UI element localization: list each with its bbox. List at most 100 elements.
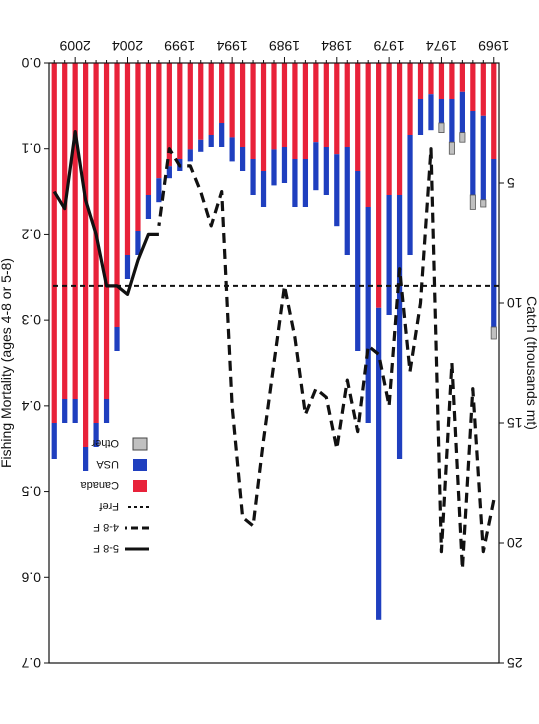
catch-axis-label: Catch (thousands mt) [524, 296, 539, 430]
bar-canada-1977 [407, 63, 413, 135]
legend-label-usa: USA [96, 458, 119, 470]
bar-usa-1974 [438, 99, 445, 123]
bar-canada-1999 [177, 63, 183, 159]
bar-usa-1987 [302, 159, 309, 207]
bar-canada-1982 [355, 63, 361, 171]
legend-label-canada: Canada [80, 479, 119, 491]
mortality-tick-0.4: 0.4 [21, 398, 41, 414]
bar-canada-1970 [480, 63, 486, 116]
catch-tick-20: 20 [507, 535, 523, 551]
legend-label-5-8-f: 5-8 F [93, 542, 119, 554]
lines-layer [49, 129, 499, 571]
legend-swatch-canada [133, 480, 147, 492]
bar-usa-1992 [250, 159, 256, 195]
bar-other-1972 [459, 132, 466, 143]
bar-canada-1998 [187, 63, 193, 150]
bar-canada-1969 [491, 63, 497, 159]
bar-canada-1996 [208, 63, 214, 135]
bar-usa-2001 [156, 178, 162, 203]
bar-usa-1970 [480, 115, 486, 200]
bar-usa-2007 [93, 423, 99, 447]
bar-canada-1986 [313, 63, 319, 143]
x-tick-1969: 1969 [478, 38, 509, 54]
bar-usa-1969 [491, 159, 497, 327]
bar-canada-1990 [271, 63, 277, 150]
bar-usa-1979 [386, 195, 392, 315]
bar-canada-1994 [229, 63, 235, 138]
bar-usa-1997 [198, 139, 204, 152]
legend-label-4-8-f: 4-8 F [93, 521, 119, 533]
bar-canada-2011 [51, 63, 57, 423]
mortality-tick-0.2: 0.2 [21, 226, 41, 242]
bar-canada-2009 [72, 63, 78, 399]
x-tick-1989: 1989 [269, 38, 300, 54]
catch-tick-15: 15 [507, 415, 523, 431]
bar-usa-2010 [62, 399, 68, 423]
bar-usa-1975 [428, 94, 434, 131]
mortality-tick-0.3: 0.3 [21, 312, 41, 328]
legend-label-fref: Fref [99, 500, 120, 512]
mortality-tick-0.0: 0.0 [21, 55, 41, 71]
bar-usa-1996 [208, 135, 214, 147]
bar-usa-1990 [271, 149, 277, 186]
bar-usa-2002 [145, 195, 152, 219]
catch-tick-25: 25 [507, 655, 523, 671]
bar-usa-1991 [260, 171, 267, 207]
bar-usa-1989 [281, 147, 288, 183]
x-tick-1999: 1999 [164, 38, 195, 54]
bar-canada-1976 [417, 63, 424, 99]
x-tick-1984: 1984 [321, 38, 352, 54]
mortality-tick-0.5: 0.5 [21, 484, 41, 500]
bar-canada-1992 [250, 63, 256, 159]
bar-usa-1985 [323, 147, 329, 195]
bar-usa-2009 [72, 399, 78, 423]
x-tick-1974: 1974 [426, 38, 457, 54]
rotated-chart-group: 25 20 15 10 5 Catch (thousands mt) 0.7 0.6 0.5 0.… [0, 38, 539, 671]
bar-canada-1984 [334, 63, 340, 155]
mortality-tick-0.1: 0.1 [21, 141, 41, 157]
legend: Other USA Canada Fref 4-8 F 5-8 F [80, 437, 149, 554]
bar-usa-1984 [334, 154, 340, 227]
bar-canada-2002 [145, 63, 152, 195]
bar-usa-1988 [292, 159, 298, 207]
bar-usa-1983 [344, 147, 350, 255]
bar-other-1970 [480, 199, 487, 208]
bar-usa-2005 [114, 327, 120, 351]
bar-usa-1978 [396, 195, 403, 459]
mortality-tick-0.6: 0.6 [21, 569, 41, 585]
bar-usa-1977 [407, 135, 413, 255]
bar-other-1969 [490, 326, 497, 340]
line-5-8-f [52, 129, 159, 296]
bar-canada-1987 [302, 63, 309, 159]
bar-canada-2000 [166, 63, 172, 167]
bar-other-1971 [469, 194, 476, 210]
bar-canada-2006 [103, 63, 110, 399]
bar-canada-2008 [83, 63, 89, 447]
bar-canada-1980 [376, 63, 382, 308]
x-tick-2004: 2004 [112, 38, 143, 54]
bar-usa-1982 [355, 171, 361, 351]
x-tick-1994: 1994 [216, 38, 247, 54]
bar-usa-1993 [239, 147, 246, 171]
bar-usa-1995 [219, 123, 225, 147]
bar-canada-1978 [396, 63, 403, 195]
bar-usa-1998 [187, 149, 193, 162]
bar-other-1973 [448, 141, 455, 155]
bar-usa-1972 [459, 91, 465, 133]
bar-canada-2004 [124, 63, 131, 255]
bar-usa-1976 [417, 99, 424, 135]
x-tick-2009: 2009 [59, 38, 90, 54]
legend-swatch-other [132, 437, 148, 451]
bar-canada-1993 [239, 63, 246, 147]
bar-usa-2000 [166, 166, 172, 179]
bar-canada-1988 [292, 63, 298, 159]
bar-usa-1986 [313, 142, 319, 191]
bar-other-1974 [438, 122, 445, 133]
catch-tick-10: 10 [507, 295, 523, 311]
bars-layer [51, 63, 497, 620]
bar-usa-2011 [51, 423, 57, 459]
bar-canada-1971 [470, 63, 476, 111]
bar-usa-2004 [124, 255, 131, 279]
